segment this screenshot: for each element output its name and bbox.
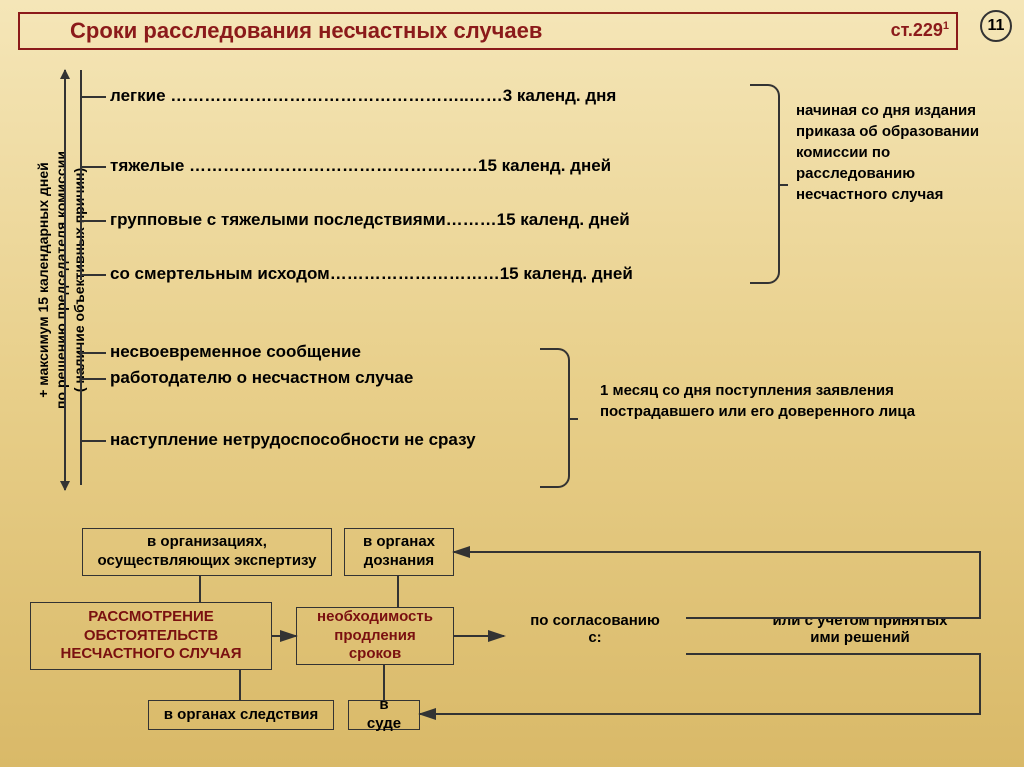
branch-tick — [80, 220, 106, 222]
article-ref: ст.2291 — [891, 20, 949, 41]
page-title: Сроки расследования несчастных случаев — [70, 18, 542, 44]
note-start-day: начиная со дня издания приказа об образо… — [796, 100, 996, 205]
branch-tick — [80, 378, 106, 380]
agree-label: по согласованиюс: — [510, 612, 680, 646]
article-sup: 1 — [943, 20, 949, 32]
branch-line-upper — [80, 70, 82, 280]
case-line: групповые с тяжелыми последствиями………15 … — [110, 210, 630, 230]
brace-upper — [750, 84, 780, 284]
branch-line-lower — [80, 345, 82, 485]
page-number: 11 — [980, 10, 1012, 42]
branch-tick — [80, 96, 106, 98]
vertical-extension-note: + максимум 15 календарных днейпо решению… — [24, 70, 54, 490]
vertical-arrow — [64, 70, 66, 490]
branch-tick — [80, 352, 106, 354]
branch-tick — [80, 440, 106, 442]
box-extend: необходимостьпродлениясроков — [296, 607, 454, 665]
late-line: наступление нетрудоспособности не сразу — [110, 430, 476, 450]
title-bar: Сроки расследования несчастных случаев — [18, 12, 958, 50]
branch-tick — [80, 274, 106, 276]
article-text: ст.229 — [891, 20, 943, 40]
box-inquiry: в органахдознания — [344, 528, 454, 576]
branch-tick — [80, 166, 106, 168]
box-investig: в органах следствия — [148, 700, 334, 730]
late-line: несвоевременное сообщение — [110, 342, 361, 362]
box-review: РАССМОТРЕНИЕОБСТОЯТЕЛЬСТВНЕСЧАСТНОГО СЛУ… — [30, 602, 272, 670]
case-line: со смертельным исходом…………………………15 кален… — [110, 264, 633, 284]
case-line: легкие ……………………………………………..……3 календ. дн… — [110, 86, 616, 106]
box-court: в суде — [348, 700, 420, 730]
box-expert: в организациях,осуществляющих экспертизу — [82, 528, 332, 576]
case-line: тяжелые ……………………………………………15 календ. дней — [110, 156, 611, 176]
brace-lower — [540, 348, 570, 488]
decisions-label: или с учетом принятыхими решений — [740, 612, 980, 646]
note-one-month: 1 месяц со дня поступления заявления пос… — [600, 380, 930, 422]
late-line: работодателю о несчастном случае — [110, 368, 413, 388]
